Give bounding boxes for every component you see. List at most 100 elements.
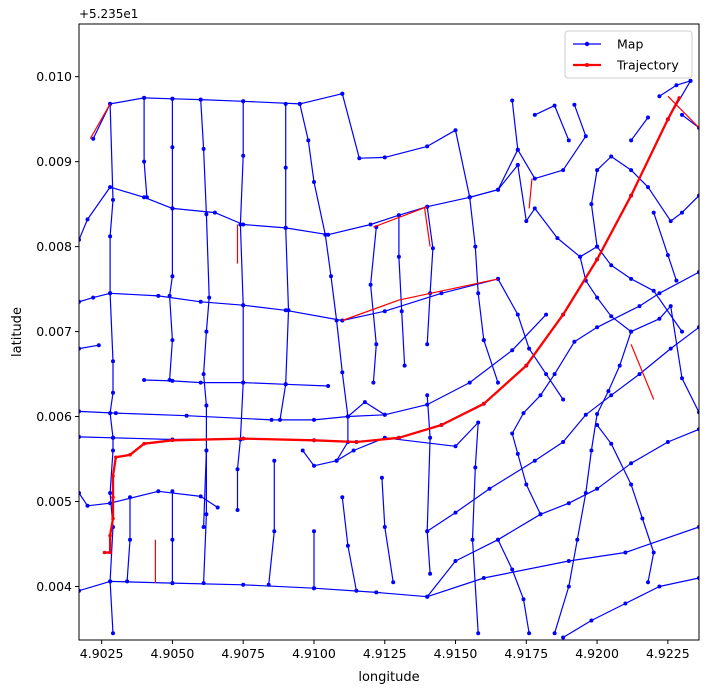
map-road-14	[340, 91, 472, 200]
map-node	[515, 163, 520, 167]
map-node	[561, 397, 566, 402]
map-road-24	[425, 393, 433, 576]
map-node	[156, 293, 161, 298]
map-road-25	[340, 495, 359, 593]
map-road-line	[336, 421, 479, 634]
map-node	[476, 420, 481, 425]
map-network	[79, 78, 699, 640]
map-node	[572, 102, 577, 107]
map-node	[371, 380, 376, 385]
map-node	[606, 389, 611, 394]
map-node	[595, 412, 600, 416]
map-road-12	[278, 101, 291, 422]
trajectory-point	[111, 474, 115, 478]
map-road-line	[596, 424, 655, 583]
map-node	[583, 134, 588, 139]
map-node	[510, 567, 515, 572]
map-road-line	[279, 103, 290, 420]
map-road-line	[381, 477, 394, 583]
map-node	[198, 380, 203, 385]
map-node	[561, 440, 566, 444]
map-road-line	[398, 215, 406, 366]
y-tick-label: 0.005	[36, 494, 72, 509]
map-node	[306, 138, 311, 143]
map-node	[340, 91, 345, 96]
map-node	[204, 329, 209, 334]
map-node	[688, 78, 693, 83]
map-node	[425, 594, 430, 599]
map-node	[646, 185, 650, 190]
map-node	[297, 101, 302, 106]
map-node	[609, 393, 614, 398]
trajectory-point	[397, 436, 401, 440]
map-node	[439, 291, 444, 296]
map-node	[85, 217, 90, 222]
map-road-17	[425, 204, 435, 347]
map-road-44	[657, 78, 693, 99]
map-node	[629, 276, 634, 281]
map-node	[374, 342, 379, 347]
map-node	[552, 372, 557, 377]
y-tick-label: 0.009	[36, 154, 72, 169]
map-node	[286, 308, 291, 313]
map-node	[402, 363, 407, 368]
map-node	[184, 413, 189, 418]
map-road-11	[235, 99, 246, 512]
map-node	[453, 444, 458, 449]
map-node	[637, 372, 642, 377]
map-road-line	[200, 99, 210, 528]
trajectory-connector-8	[667, 95, 699, 129]
map-node	[583, 412, 588, 417]
map-node	[212, 210, 217, 215]
map-node	[425, 342, 430, 347]
map-node	[566, 559, 571, 563]
map-node	[345, 543, 350, 548]
plot-area	[79, 78, 699, 640]
map-node	[382, 309, 387, 314]
map-road-29	[170, 489, 175, 586]
map-node	[527, 346, 532, 351]
map-node	[266, 582, 271, 587]
map-node	[532, 206, 537, 211]
map-node	[312, 529, 316, 534]
y-tick-label: 0.007	[36, 324, 72, 339]
map-road-32	[425, 325, 699, 534]
map-node	[170, 338, 175, 343]
map-road-26	[266, 458, 277, 587]
map-road-line	[169, 98, 173, 381]
map-node	[510, 98, 515, 103]
map-node	[657, 584, 662, 589]
map-road-line	[469, 197, 485, 341]
trajectory-point	[561, 312, 565, 317]
map-node	[473, 244, 478, 249]
map-node	[496, 380, 500, 385]
map-road-line	[341, 497, 357, 591]
map-road-line	[534, 104, 570, 141]
map-node	[668, 304, 673, 309]
map-node	[272, 458, 277, 463]
map-road-line	[511, 271, 699, 515]
map-node	[128, 495, 132, 500]
legend-trajectory-label: Trajectory	[616, 58, 679, 73]
map-node	[665, 253, 670, 258]
map-node	[609, 314, 614, 319]
map-road-2	[79, 489, 220, 510]
map-node	[329, 274, 333, 279]
map-node	[312, 586, 316, 591]
trajectory-point	[108, 533, 112, 538]
map-node	[609, 263, 614, 268]
map-road-line	[370, 227, 377, 383]
map-node	[368, 282, 373, 287]
map-node	[379, 475, 384, 480]
map-road-15	[368, 225, 379, 385]
map-road-18	[467, 195, 486, 343]
map-road-line	[554, 305, 699, 634]
map-node	[142, 378, 147, 382]
x-tick-label: 4.9075	[221, 646, 265, 661]
y-axis-label: latitude	[10, 307, 25, 357]
trajectory-connector-2	[342, 278, 499, 322]
map-road-41	[515, 163, 684, 334]
map-node	[272, 529, 277, 534]
trajectory-point	[108, 550, 112, 555]
map-node	[515, 147, 520, 152]
